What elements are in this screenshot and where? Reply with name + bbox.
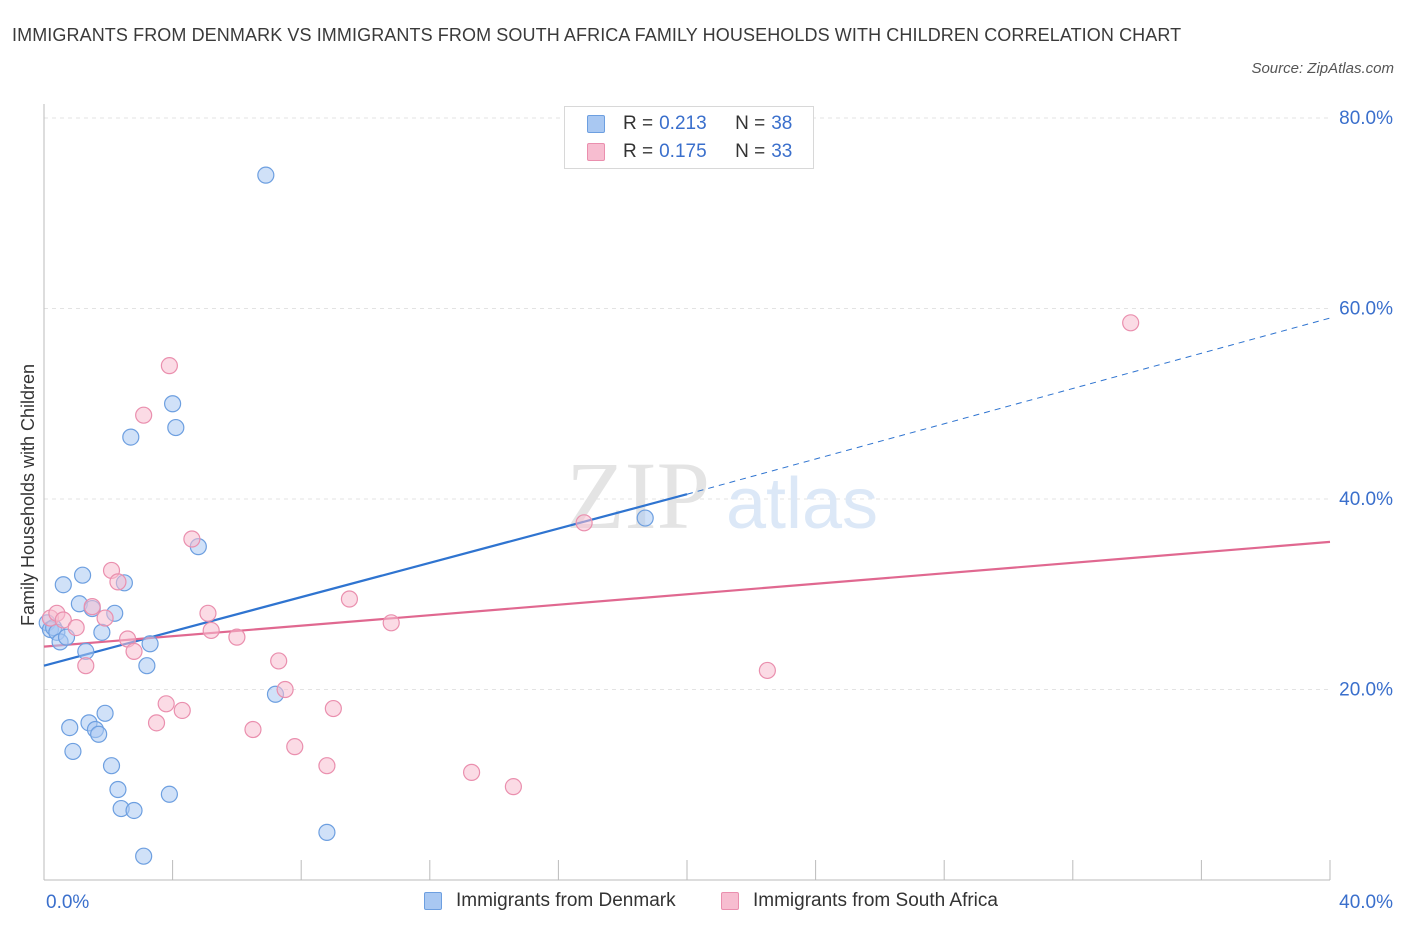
source-label: Source: ZipAtlas.com xyxy=(1251,60,1394,77)
south-africa-point xyxy=(575,514,593,532)
denmark-point xyxy=(164,395,182,413)
denmark-point xyxy=(257,166,275,184)
south-africa-point xyxy=(462,763,481,781)
south-africa-point xyxy=(83,598,101,616)
x-tick-label: 0.0% xyxy=(46,892,89,913)
denmark-point xyxy=(102,757,121,775)
axes xyxy=(43,104,1331,881)
legend: R = 0.213 N = 38 R = 0.175 N = 33 xyxy=(564,106,814,169)
bottom-legend-swatch-south-africa xyxy=(721,892,739,910)
south-africa-point xyxy=(504,778,522,796)
south-africa-point xyxy=(340,590,359,608)
denmark-point xyxy=(141,635,159,653)
denmark-point xyxy=(61,718,79,737)
y-tick-label: 20.0% xyxy=(1339,680,1393,701)
denmark-point xyxy=(73,566,92,584)
bottom-legend-swatch-denmark xyxy=(424,892,442,910)
south-africa-point xyxy=(758,661,776,680)
south-africa-point xyxy=(125,642,143,661)
denmark-point xyxy=(160,785,178,803)
south-africa-point xyxy=(276,680,294,699)
legend-n-value: 38 xyxy=(771,113,793,134)
denmark-point xyxy=(167,418,185,437)
legend-r-value: 0.213 xyxy=(659,113,707,134)
legend-r-label: R = xyxy=(623,141,654,162)
legend-row-denmark: R = 0.213 N = 38 xyxy=(587,112,792,136)
south-africa-trend-line xyxy=(43,540,1331,648)
south-africa-point xyxy=(228,628,246,646)
denmark-point xyxy=(54,576,72,594)
y-axis-label: Family Households with Children xyxy=(18,364,38,626)
y-tick-label: 60.0% xyxy=(1339,299,1393,320)
legend-swatch-south-africa xyxy=(587,143,605,161)
south-africa-point xyxy=(199,604,217,622)
gridlines xyxy=(44,117,1330,690)
legend-n-value: 33 xyxy=(771,141,793,162)
bottom-legend-label: Immigrants from Denmark xyxy=(456,890,676,911)
south-africa-point xyxy=(157,695,175,713)
bottom-legend-denmark: Immigrants from Denmark xyxy=(424,890,676,912)
data-points xyxy=(38,166,1140,865)
legend-n-label: N = xyxy=(735,141,766,162)
bottom-legend-label: Immigrants from South Africa xyxy=(753,890,998,911)
legend-n-label: N = xyxy=(735,113,766,134)
bottom-legend: Immigrants from Denmark Immigrants from … xyxy=(0,890,1406,916)
south-africa-point xyxy=(382,614,400,632)
south-africa-point xyxy=(77,657,95,675)
denmark-point xyxy=(125,801,143,820)
south-africa-point xyxy=(318,757,336,775)
y-tick-label: 80.0% xyxy=(1339,108,1393,129)
south-africa-point xyxy=(202,621,220,640)
denmark-point xyxy=(96,704,114,722)
south-africa-point xyxy=(109,573,127,591)
denmark-point xyxy=(90,725,108,743)
south-africa-point xyxy=(286,738,304,756)
tick-labels: 20.0% 40.0% 60.0% 80.0% 0.0% 40.0% xyxy=(46,108,1393,913)
legend-r-label: R = xyxy=(623,113,654,134)
south-africa-point xyxy=(324,699,342,718)
denmark-point xyxy=(138,657,156,675)
south-africa-point xyxy=(135,406,153,424)
denmark-point xyxy=(122,428,140,446)
south-africa-point xyxy=(147,714,166,732)
watermark-atlas: atlas xyxy=(726,464,878,544)
denmark-point xyxy=(77,642,95,661)
y-tick-label: 40.0% xyxy=(1339,489,1393,510)
denmark-point xyxy=(318,823,336,841)
south-africa-point xyxy=(96,609,114,627)
legend-r-value: 0.175 xyxy=(659,141,707,162)
south-africa-point xyxy=(244,720,262,739)
watermark: ZIP atlas xyxy=(566,442,878,549)
denmark-point xyxy=(109,780,127,799)
x-tick-label: 40.0% xyxy=(1339,892,1393,913)
denmark-point xyxy=(636,509,654,527)
denmark-trend-extension xyxy=(686,317,1331,495)
watermark-zip: ZIP xyxy=(566,442,710,549)
bottom-legend-south-africa: Immigrants from South Africa xyxy=(721,890,998,912)
denmark-point xyxy=(64,742,82,761)
south-africa-point xyxy=(183,530,201,548)
south-africa-point xyxy=(173,701,191,720)
south-africa-point xyxy=(160,357,178,375)
south-africa-point xyxy=(1122,314,1140,332)
legend-swatch-denmark xyxy=(587,115,605,133)
legend-row-south-africa: R = 0.175 N = 33 xyxy=(587,140,792,164)
south-africa-point xyxy=(67,618,85,637)
south-africa-point xyxy=(54,611,72,629)
denmark-point xyxy=(93,623,111,641)
south-africa-point xyxy=(270,652,288,670)
chart-title: IMMIGRANTS FROM DENMARK VS IMMIGRANTS FR… xyxy=(12,25,1182,45)
denmark-point xyxy=(135,847,153,865)
